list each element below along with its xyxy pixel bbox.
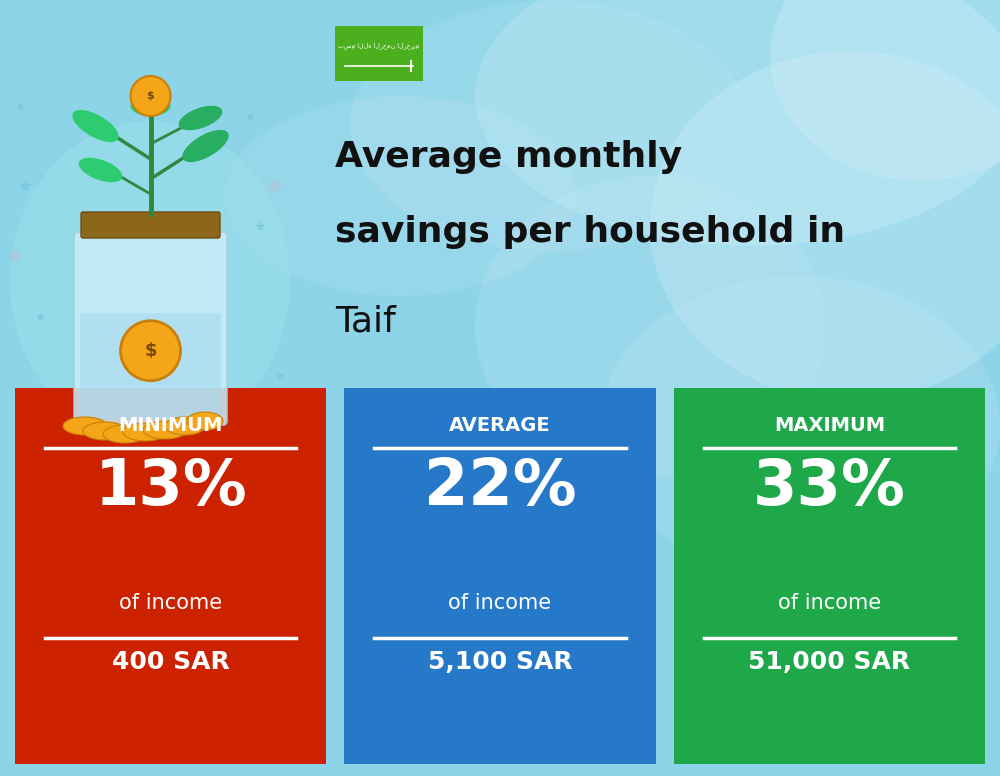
Ellipse shape bbox=[83, 422, 127, 440]
Text: 33%: 33% bbox=[753, 456, 906, 518]
Circle shape bbox=[130, 76, 170, 116]
Text: 13%: 13% bbox=[94, 456, 247, 518]
Text: Taif: Taif bbox=[335, 305, 396, 338]
Text: 51,000 SAR: 51,000 SAR bbox=[748, 650, 910, 674]
Ellipse shape bbox=[770, 0, 1000, 181]
Text: 5,100 SAR: 5,100 SAR bbox=[428, 650, 572, 674]
Text: 22%: 22% bbox=[424, 456, 576, 518]
Bar bbox=[344, 388, 656, 764]
Ellipse shape bbox=[187, 412, 223, 430]
Ellipse shape bbox=[103, 425, 147, 443]
Text: 400 SAR: 400 SAR bbox=[112, 650, 230, 674]
Bar bbox=[674, 388, 985, 764]
Text: MINIMUM: MINIMUM bbox=[118, 416, 223, 435]
Circle shape bbox=[10, 251, 20, 262]
Ellipse shape bbox=[475, 0, 1000, 246]
Ellipse shape bbox=[165, 417, 205, 435]
Ellipse shape bbox=[225, 96, 575, 296]
Text: of income: of income bbox=[119, 593, 222, 613]
Ellipse shape bbox=[182, 130, 229, 162]
Text: $: $ bbox=[144, 341, 157, 360]
Text: of income: of income bbox=[448, 593, 552, 613]
FancyBboxPatch shape bbox=[74, 232, 227, 425]
Ellipse shape bbox=[10, 121, 290, 441]
Text: MAXIMUM: MAXIMUM bbox=[774, 416, 885, 435]
Ellipse shape bbox=[179, 106, 222, 130]
FancyBboxPatch shape bbox=[81, 212, 220, 238]
Text: Average monthly: Average monthly bbox=[335, 140, 682, 174]
Ellipse shape bbox=[63, 417, 107, 435]
Bar bbox=[335, 26, 423, 81]
Ellipse shape bbox=[475, 176, 825, 476]
Circle shape bbox=[270, 181, 280, 192]
Text: بسم الله الرحمن الرحيم: بسم الله الرحمن الرحيم bbox=[338, 43, 420, 49]
Text: of income: of income bbox=[778, 593, 881, 613]
Ellipse shape bbox=[79, 158, 122, 182]
Bar bbox=[15, 388, 326, 764]
Text: savings per household in: savings per household in bbox=[335, 215, 845, 248]
Text: $: $ bbox=[147, 91, 154, 101]
Ellipse shape bbox=[350, 1, 750, 251]
Text: AVERAGE: AVERAGE bbox=[449, 416, 551, 435]
FancyBboxPatch shape bbox=[80, 314, 221, 419]
Ellipse shape bbox=[123, 423, 167, 441]
Ellipse shape bbox=[72, 110, 119, 142]
Ellipse shape bbox=[600, 276, 1000, 576]
Circle shape bbox=[120, 320, 180, 381]
Ellipse shape bbox=[130, 96, 170, 116]
Ellipse shape bbox=[650, 51, 1000, 401]
Ellipse shape bbox=[143, 421, 187, 439]
